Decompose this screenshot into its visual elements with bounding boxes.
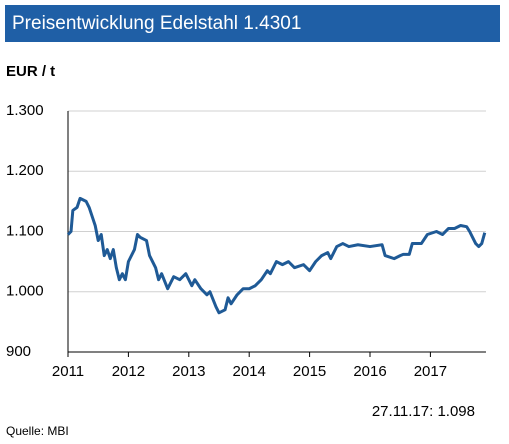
x-tick-label: 2011 [52, 363, 84, 380]
x-tick-label: 2016 [353, 363, 386, 380]
x-tick-label: 2015 [293, 363, 326, 380]
x-tick-label: 2014 [233, 363, 266, 380]
x-tick-label: 2012 [112, 363, 145, 380]
chart-title: Preisentwicklung Edelstahl 1.4301 [12, 13, 301, 34]
x-tick-label: 2017 [414, 363, 447, 380]
y-tick-label: 1.200 [6, 162, 44, 179]
annotation: 27.11.17: 1.098 [372, 403, 475, 420]
price-line [66, 196, 487, 315]
source: Quelle: MBI [6, 424, 69, 438]
title-bar [5, 5, 500, 42]
x-tick-label: 2013 [172, 363, 205, 380]
y-tick-label: 900 [6, 343, 31, 360]
y-tick-label: 1.100 [6, 222, 44, 239]
y-tick-label: 1.300 [6, 102, 44, 119]
y-tick-label: 1.000 [6, 283, 44, 300]
y-axis-label: EUR / t [6, 63, 55, 80]
